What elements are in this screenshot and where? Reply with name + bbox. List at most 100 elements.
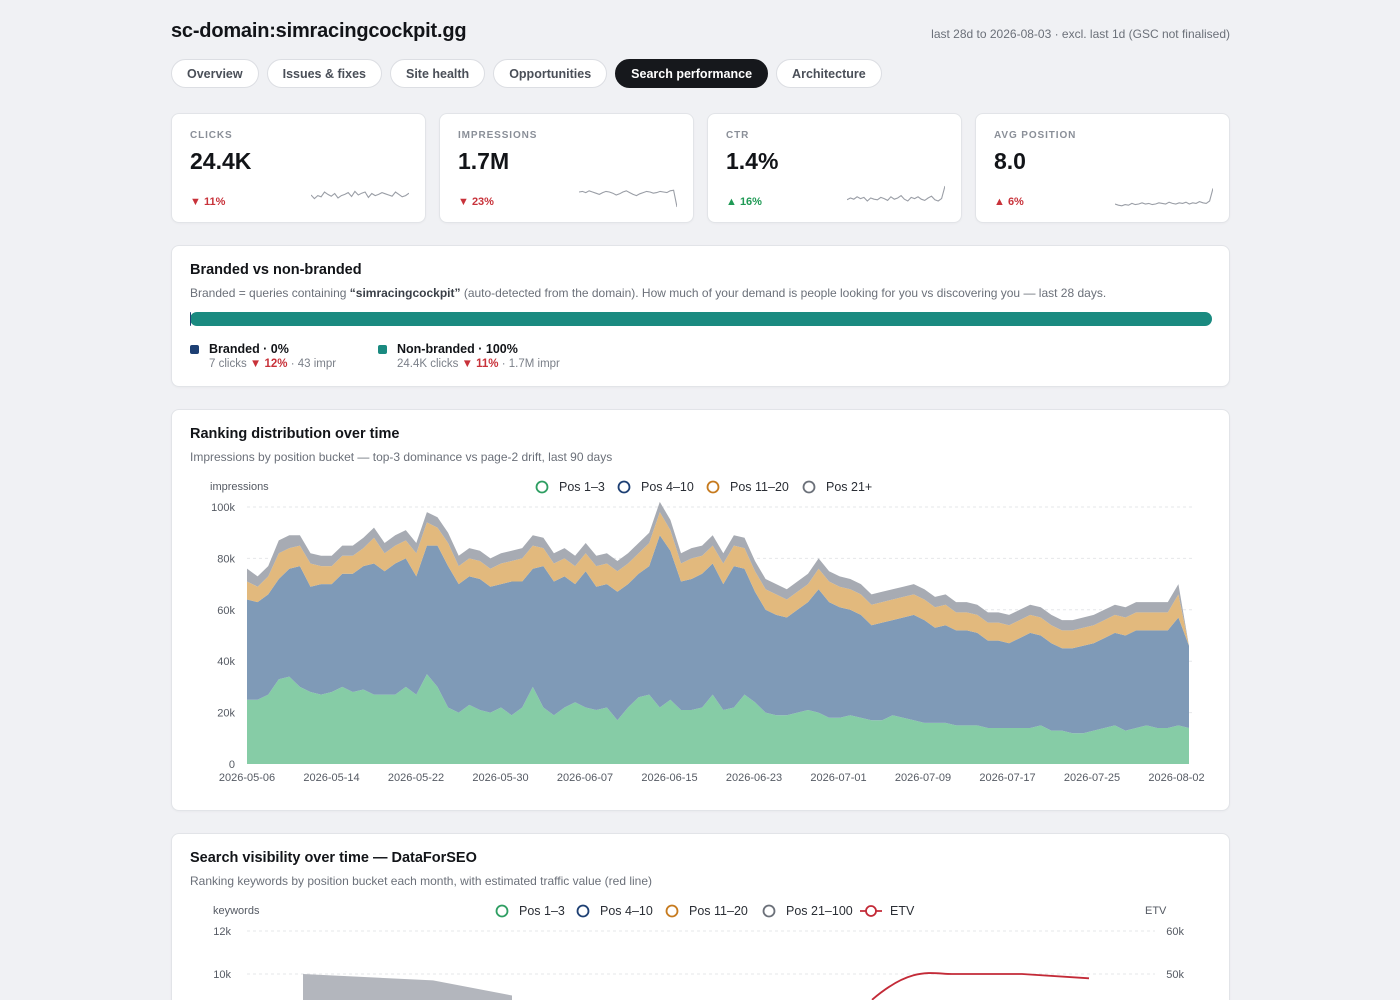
kpi-delta: ▼ 11%: [190, 196, 226, 208]
kpi-card-ctr: CTR 1.4% ▲ 16%: [707, 113, 962, 223]
page-header: sc-domain:simracingcockpit.gg last 28d t…: [171, 20, 1230, 50]
sparkline-path: [847, 185, 945, 202]
kpi-label: IMPRESSIONS: [458, 130, 538, 141]
legend-marker: [617, 480, 631, 494]
x-tick-label: 2026-07-17: [979, 772, 1035, 784]
y-tick-label: 60k: [217, 605, 235, 617]
kpi-sparkline: [847, 185, 945, 202]
y-tick-label: 100k: [211, 502, 235, 514]
date-range-note: last 28d to 2026-08-03 · excl. last 1d (…: [931, 27, 1230, 41]
legend-label: Pos 11–20: [689, 904, 748, 918]
x-tick-label: 2026-07-01: [810, 772, 866, 784]
legend-label: ETV: [890, 904, 915, 918]
kpi-delta: ▲ 16%: [726, 196, 762, 208]
area-pos-11-20: [247, 512, 1189, 649]
area-pos-4-10: [247, 535, 1189, 734]
legend-label: Pos 4–10: [600, 904, 653, 918]
section-title: Ranking distribution over time: [190, 426, 400, 442]
section-subtitle: Ranking keywords by position bucket each…: [190, 874, 653, 888]
legend-label: Pos 4–10: [641, 480, 694, 494]
x-tick-label: 2026-07-25: [1064, 772, 1120, 784]
kpi-label: CTR: [726, 130, 750, 141]
kpi-delta: ▲ 6%: [994, 196, 1024, 208]
legend-label: Pos 1–3: [519, 904, 565, 918]
legend-marker: [535, 480, 549, 494]
section-title: Branded vs non-branded: [190, 262, 362, 278]
search-visibility-card: Search visibility over time — DataForSEO…: [171, 833, 1230, 1000]
kpi-card-impressions: IMPRESSIONS 1.7M ▼ 23%: [439, 113, 694, 223]
ranking-distribution-chart: 0 20k 40k 60k 80k 100k impressions 2026-05-06 20…: [210, 480, 1205, 784]
search-visibility-chart: 10k 12k 50k 60k keywords ETV Pos 1–3 Pos 4–10 Po…: [213, 904, 1184, 1000]
kpi-value: 1.4%: [726, 148, 779, 174]
legend-marker: [865, 905, 877, 917]
kpi-card-avg-position: AVG POSITION 8.0 ▲ 6%: [975, 113, 1230, 223]
y-axis-label: impressions: [210, 481, 269, 493]
section-subtitle: Impressions by position bucket — top-3 d…: [190, 450, 613, 464]
kpi-value: 1.7M: [458, 148, 510, 174]
sparkline-path: [311, 190, 409, 200]
kpi-label: AVG POSITION: [994, 130, 1077, 141]
brand-term: “simracingcockpit”: [349, 286, 461, 300]
tab-opportunities[interactable]: Opportunities: [493, 59, 608, 88]
y-tick-label: 10k: [213, 969, 231, 981]
sparkline-path: [579, 189, 677, 208]
legend-label: Pos 21+: [826, 480, 872, 494]
x-tick-label: 2026-05-22: [388, 772, 444, 784]
legend-swatch: [190, 345, 199, 354]
x-tick-label: 2026-08-02: [1148, 772, 1204, 784]
legend-label: Pos 11–20: [730, 480, 789, 494]
y-axis-label: keywords: [213, 905, 260, 917]
area-pos-21-: [247, 501, 1189, 646]
legend-swatch: [378, 345, 387, 354]
area-pos-21-100: [303, 974, 512, 1000]
legend-label: Pos 1–3: [559, 480, 605, 494]
y-tick-label: 12k: [213, 926, 231, 938]
ranking-distribution-card: Ranking distribution over time Impressio…: [171, 409, 1230, 811]
y2-tick-label: 60k: [1166, 926, 1184, 938]
legend-label: Non-branded · 100%: [397, 342, 518, 356]
section-subtitle: Branded = queries containing “simracingc…: [190, 286, 1107, 300]
legend-marker: [802, 480, 816, 494]
etv-line: [871, 972, 1090, 1000]
x-tick-label: 2026-06-23: [726, 772, 782, 784]
y2-axis-label: ETV: [1145, 905, 1167, 917]
y-tick-label: 80k: [217, 553, 235, 565]
y-tick-label: 40k: [217, 656, 235, 668]
x-tick-label: 2026-07-09: [895, 772, 951, 784]
legend-label: Branded · 0%: [209, 342, 289, 356]
kpi-delta: ▼ 23%: [458, 196, 494, 208]
tab-search-performance[interactable]: Search performance: [615, 59, 769, 88]
legend-marker: [495, 904, 509, 918]
legend-marker: [706, 480, 720, 494]
tab-overview[interactable]: Overview: [171, 59, 259, 88]
page-title: sc-domain:simracingcockpit.gg: [171, 20, 467, 42]
y2-tick-label: 50k: [1166, 969, 1184, 981]
sparkline-path: [1115, 188, 1213, 207]
branded-card: Branded vs non-branded Branded = queries…: [171, 245, 1230, 387]
tab-site-health[interactable]: Site health: [389, 59, 486, 88]
area-pos-1-3: [247, 674, 1189, 764]
tab-architecture[interactable]: Architecture: [776, 59, 882, 88]
x-tick-label: 2026-05-14: [303, 772, 359, 784]
legend-detail: 7 clicks ▼ 12% · 43 impr: [209, 358, 337, 370]
kpi-sparkline: [1115, 188, 1213, 207]
legend-label: Pos 21–100: [786, 904, 853, 918]
y-tick-label: 0: [229, 759, 235, 771]
kpi-label: CLICKS: [190, 130, 233, 141]
legend-detail: 24.4K clicks ▼ 11% · 1.7M impr: [397, 358, 560, 370]
kpi-value: 24.4K: [190, 148, 252, 174]
tab-bar: Overview Issues & fixes Site health Oppo…: [171, 59, 882, 88]
branded-share-bar: [190, 312, 1212, 326]
kpi-sparkline: [311, 190, 409, 200]
x-tick-label: 2026-06-07: [557, 772, 613, 784]
kpi-sparkline: [579, 189, 677, 208]
kpi-value: 8.0: [994, 148, 1026, 174]
section-title: Search visibility over time — DataForSEO: [190, 850, 477, 866]
x-tick-label: 2026-06-15: [641, 772, 697, 784]
legend-marker: [665, 904, 679, 918]
x-tick-label: 2026-05-30: [472, 772, 528, 784]
tab-issues-fixes[interactable]: Issues & fixes: [266, 59, 382, 88]
x-tick-label: 2026-05-06: [219, 772, 275, 784]
legend-marker: [576, 904, 590, 918]
legend-marker: [762, 904, 776, 918]
